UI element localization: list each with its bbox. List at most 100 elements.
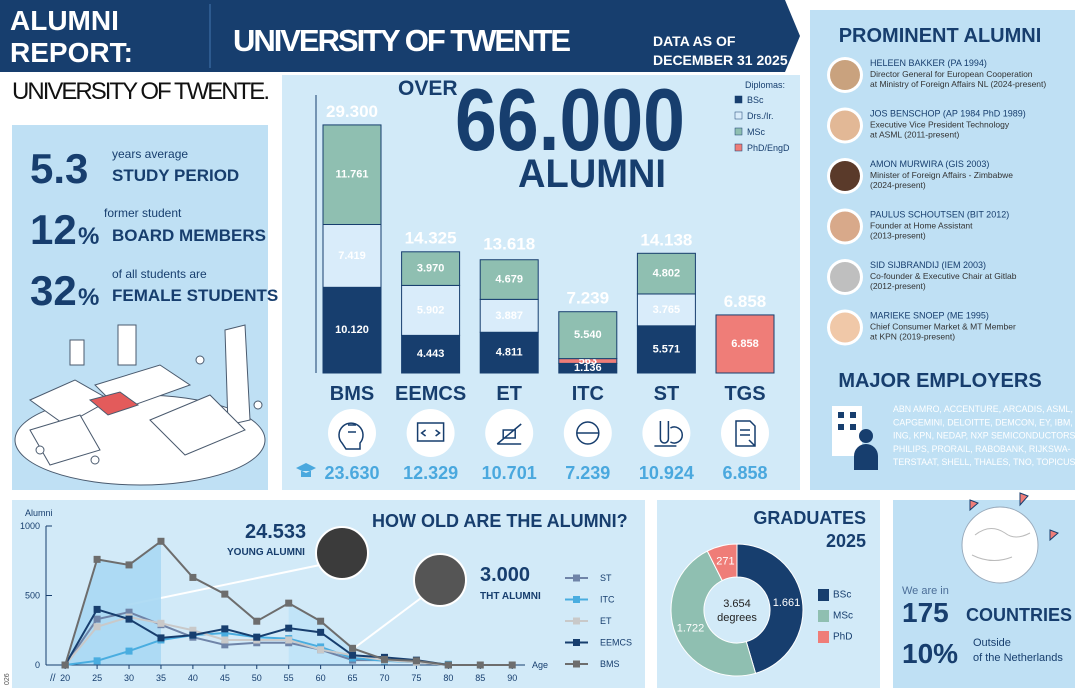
stat-caption: of all students are (112, 267, 207, 281)
legend-label: PhD (833, 632, 852, 643)
point-marker (444, 661, 452, 669)
alumni-photo (830, 60, 860, 90)
legend-title: Diplomas: (745, 80, 785, 90)
point-marker (125, 608, 133, 616)
category-label: BMS (330, 383, 374, 405)
point-marker (189, 626, 197, 634)
bar-total-label: 14.138 (640, 230, 692, 249)
bar-total-label: 6.858 (724, 292, 767, 311)
photo (315, 526, 369, 580)
university-title: UNIVERSITY OF TWENTE (233, 23, 571, 58)
chart-subtitle: 2025 (826, 531, 866, 551)
header-banner (0, 0, 800, 72)
x-tick-label: 90 (507, 673, 517, 683)
section-title: PROMINENT ALUMNI (839, 25, 1042, 47)
bar-segment (558, 311, 618, 360)
legend-label: MSc (747, 127, 766, 137)
point-marker (412, 657, 420, 665)
legend-marker (573, 596, 580, 603)
y-tick-label: 1000 (20, 521, 40, 531)
legend-marker (573, 660, 580, 668)
legend-label: ST (600, 573, 612, 583)
y-axis-label: Alumni (25, 508, 53, 518)
countries-label: COUNTRIES (966, 605, 1072, 625)
report-title: ALUMNI (10, 5, 119, 36)
bar-segment (479, 331, 539, 374)
alumni-name: SID SIJBRANDIJ (IEM 2003) (870, 260, 986, 270)
x-tick-label: 60 (316, 673, 326, 683)
campus-illustration (14, 324, 266, 486)
point-marker (93, 615, 101, 623)
photo (413, 553, 467, 607)
faculty-icon (642, 409, 691, 457)
bar-value-label: 4.811 (496, 347, 523, 359)
faculty-icon (654, 421, 683, 447)
bar-value-label: 5.540 (574, 329, 602, 341)
pie-center-label: degrees (717, 612, 757, 624)
bar-segment (401, 251, 461, 286)
point-marker (189, 631, 197, 639)
category-label: TGS (724, 383, 765, 405)
employers-text: PHILIPS, PRORAIL, RABOBANK, RIJKSWA- (893, 444, 1071, 454)
stat-label: FEMALE STUDENTS (112, 286, 278, 305)
legend-swatch (734, 127, 743, 136)
alumni-role: (2024-present) (870, 180, 926, 190)
bar-segment (715, 314, 775, 374)
category-label: ITC (572, 383, 604, 405)
faculty-icon (576, 421, 600, 445)
x-axis-label: Age (532, 660, 548, 670)
alumni-role: Founder at Home Assistant (870, 221, 973, 231)
legend-label: ET (600, 616, 612, 626)
alumni-name: MARIEKE SNOEP (ME 1995) (870, 311, 989, 321)
legend-label: MSc (833, 611, 853, 622)
legend-label: Drs./Ir. (747, 111, 774, 121)
alumni-count: 23.630 (324, 463, 379, 483)
alumni-role: at KPN (2019-present) (870, 332, 955, 342)
legend-marker (573, 617, 580, 625)
point-marker (93, 555, 101, 563)
point-marker (349, 644, 357, 652)
bar-value-label: 7.419 (338, 250, 366, 262)
category-label: ST (654, 383, 680, 405)
stat-unit: % (78, 284, 99, 311)
faculty-icon (721, 409, 769, 457)
legend-marker (573, 639, 580, 646)
alumni-count: 6.858 (722, 463, 767, 483)
section-title: MAJOR EMPLOYERS (838, 370, 1041, 392)
bar-segment (322, 124, 382, 226)
bar-segment (636, 293, 696, 327)
faculty-icon (485, 409, 534, 457)
faculty-icon (328, 409, 376, 457)
legend-swatch (734, 95, 743, 104)
alumni-role: (2012-present) (870, 281, 926, 291)
globe-illustration (961, 492, 1059, 584)
point-marker (157, 537, 165, 545)
legend-swatch (818, 631, 829, 643)
alumni-name: HELEEN BAKKER (PA 1994) (870, 58, 987, 68)
alumni-role: Executive Vice President Technology (870, 120, 1010, 130)
alumni-photo (830, 211, 860, 242)
alumni-name: AMON MURWIRA (GIS 2003) (870, 159, 989, 169)
share-value: 10% (902, 638, 958, 669)
x-tick-label: 55 (284, 673, 294, 683)
x-tick-label: 20 (60, 673, 70, 683)
chart-title: GRADUATES (753, 508, 866, 528)
point-marker (221, 641, 229, 649)
point-marker (317, 646, 325, 654)
point-marker (157, 634, 165, 642)
point-marker (61, 661, 69, 669)
alumni-count: 12.329 (403, 463, 458, 483)
point-marker (221, 636, 229, 644)
logo: UNIVERSITY OF TWENTE. (12, 78, 270, 105)
y-tick-label: 0 (35, 660, 40, 670)
x-tick-label: 30 (124, 673, 134, 683)
bar-value-label: 5.902 (417, 304, 445, 316)
bar-value-label: 4.802 (653, 268, 681, 280)
countries-value: 175 (902, 597, 949, 628)
bar-value-label: 6.858 (731, 338, 759, 350)
x-tick-label: 70 (379, 673, 389, 683)
bar-value-label: 10.120 (335, 324, 369, 336)
bar-segment (479, 259, 539, 300)
bar-segment (636, 252, 696, 295)
total-prefix: OVER (398, 77, 458, 100)
